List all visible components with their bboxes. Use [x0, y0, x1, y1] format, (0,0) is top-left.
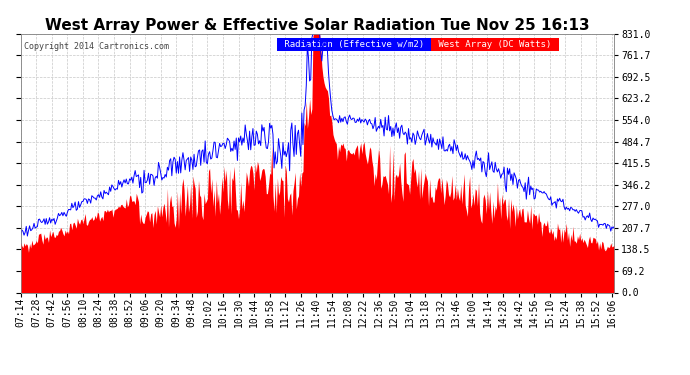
Text: Copyright 2014 Cartronics.com: Copyright 2014 Cartronics.com [23, 42, 168, 51]
Title: West Array Power & Effective Solar Radiation Tue Nov 25 16:13: West Array Power & Effective Solar Radia… [45, 18, 590, 33]
Text: West Array (DC Watts): West Array (DC Watts) [433, 40, 557, 49]
Text: Radiation (Effective w/m2): Radiation (Effective w/m2) [279, 40, 429, 49]
